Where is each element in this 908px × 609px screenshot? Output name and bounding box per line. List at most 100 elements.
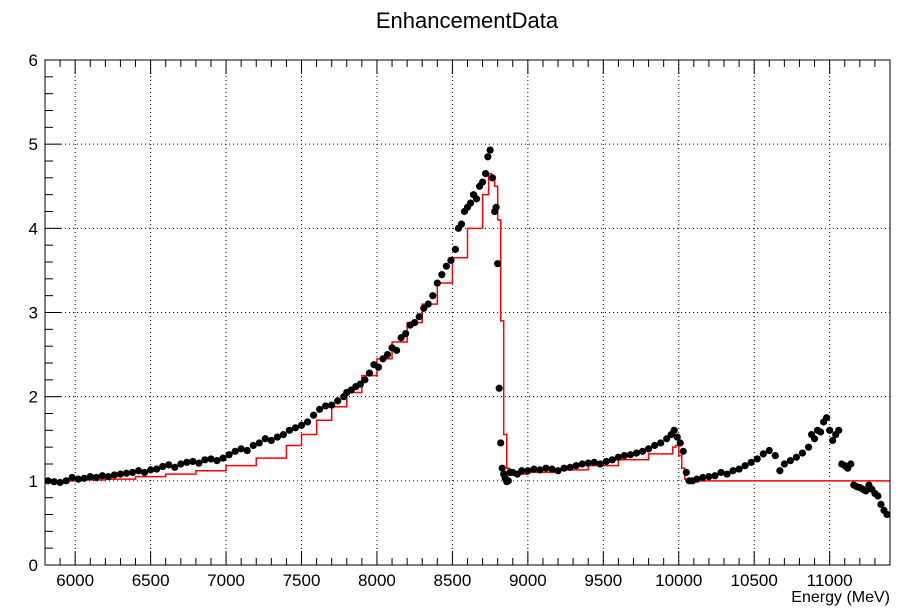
- data-point: [877, 500, 885, 508]
- data-point: [472, 195, 481, 203]
- data-point: [322, 402, 330, 410]
- data-point: [560, 464, 568, 472]
- x-tick-label: 8500: [433, 571, 471, 590]
- data-point: [153, 465, 161, 473]
- data-point: [415, 313, 423, 321]
- data-point: [786, 457, 795, 465]
- data-point: [486, 146, 494, 154]
- x-tick-label: 7000: [207, 571, 245, 590]
- data-point: [651, 441, 659, 450]
- data-point: [255, 439, 263, 447]
- data-point: [518, 467, 526, 475]
- data-point: [741, 462, 749, 470]
- data-point: [424, 300, 432, 308]
- data-point: [429, 292, 437, 300]
- data-point: [693, 475, 701, 483]
- x-tick-label: 8000: [358, 571, 396, 590]
- data-point: [328, 401, 336, 409]
- data-point: [829, 436, 837, 445]
- data-point: [883, 510, 891, 519]
- data-point: [699, 473, 707, 482]
- data-point: [753, 455, 761, 463]
- data-point: [213, 457, 221, 465]
- data-point: [679, 447, 687, 455]
- data-point: [365, 369, 374, 377]
- data-point: [451, 245, 460, 253]
- data-point: [578, 460, 586, 468]
- data-point: [874, 492, 882, 500]
- data-point: [56, 478, 64, 487]
- data-point: [596, 460, 604, 468]
- data-point: [279, 430, 288, 439]
- data-point: [536, 466, 544, 474]
- data-point: [291, 424, 300, 432]
- x-tick-label: 7500: [283, 571, 321, 590]
- data-point: [497, 439, 505, 447]
- data-point: [267, 436, 275, 445]
- data-point: [420, 304, 428, 312]
- data-point: [402, 329, 410, 338]
- data-point: [334, 397, 342, 405]
- x-tick-label: 9000: [509, 571, 547, 590]
- data-point: [765, 446, 773, 455]
- data-point: [663, 435, 671, 443]
- x-tick-label: 10500: [731, 571, 778, 590]
- data-point: [297, 421, 306, 429]
- data-points-layer: [44, 146, 891, 519]
- y-tick-label: 0: [29, 556, 38, 575]
- data-point: [356, 380, 364, 388]
- data-point: [122, 469, 131, 477]
- data-point: [542, 464, 550, 472]
- data-point: [676, 439, 684, 447]
- y-tick-label: 5: [29, 135, 38, 154]
- data-point: [392, 346, 401, 354]
- data-point: [482, 170, 490, 178]
- data-point: [632, 449, 641, 457]
- data-point: [711, 472, 719, 480]
- data-point: [608, 456, 616, 464]
- data-point: [116, 470, 125, 478]
- data-point: [249, 441, 257, 450]
- data-point: [397, 334, 405, 342]
- data-point: [195, 459, 203, 467]
- data-point: [488, 174, 496, 182]
- data-point: [572, 462, 580, 470]
- x-tick-label: 9500: [584, 571, 622, 590]
- data-point: [433, 279, 441, 287]
- data-point: [804, 443, 813, 451]
- y-tick-label: 6: [29, 51, 38, 70]
- x-tick-label: 11000: [807, 571, 853, 590]
- data-point: [261, 435, 269, 443]
- data-point: [74, 475, 82, 483]
- data-point: [457, 220, 466, 228]
- x-tick-label: 10000: [655, 571, 702, 590]
- y-tick-label: 2: [29, 388, 38, 407]
- data-point: [638, 447, 647, 455]
- y-tick-label: 4: [29, 219, 38, 238]
- data-point: [862, 487, 870, 495]
- data-point: [68, 473, 76, 482]
- data-point: [554, 467, 562, 475]
- data-point: [201, 456, 209, 464]
- x-axis-title: Energy (MeV): [791, 589, 890, 606]
- data-point: [670, 426, 678, 434]
- data-point: [494, 260, 502, 268]
- data-point: [273, 433, 281, 441]
- data-point: [147, 466, 155, 474]
- data-point: [231, 447, 239, 455]
- data-point: [442, 262, 450, 270]
- data-point: [128, 468, 137, 477]
- data-point: [826, 426, 834, 434]
- data-point: [466, 199, 475, 207]
- data-point: [361, 376, 369, 384]
- data-point: [438, 271, 446, 279]
- data-point: [189, 457, 197, 466]
- data-point: [620, 451, 629, 460]
- plot-frame: [44, 59, 891, 566]
- data-point: [816, 428, 825, 436]
- data-point: [237, 445, 245, 453]
- data-point: [729, 467, 737, 475]
- data-point: [171, 463, 179, 471]
- data-point: [219, 454, 227, 462]
- data-point: [134, 467, 143, 475]
